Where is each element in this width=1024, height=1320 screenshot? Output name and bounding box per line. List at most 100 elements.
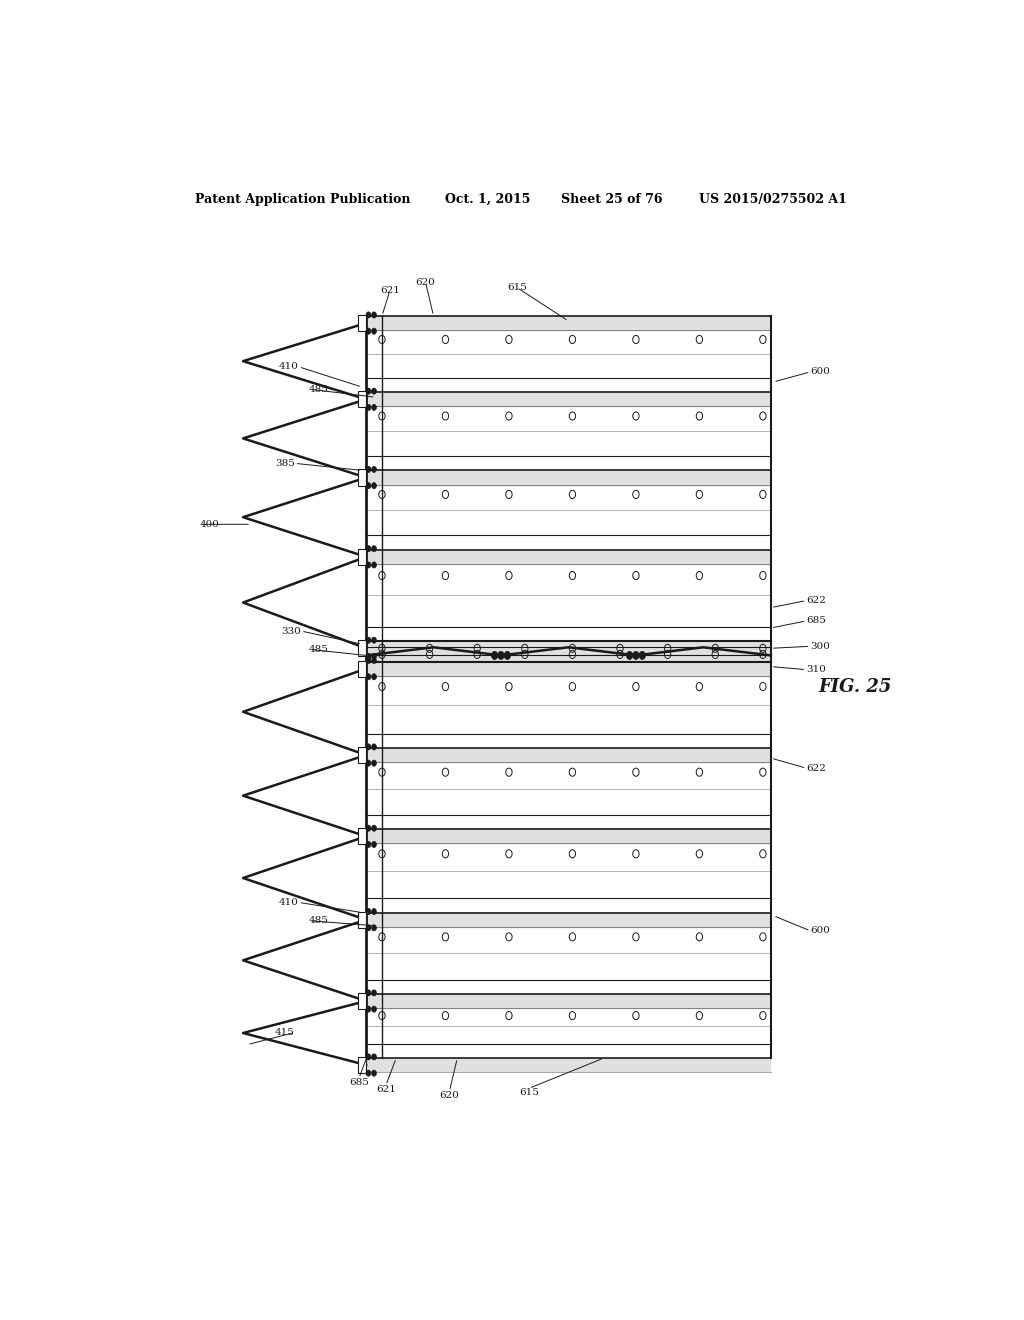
Text: 620: 620 [416,279,435,286]
FancyBboxPatch shape [367,994,771,1008]
FancyBboxPatch shape [367,642,771,656]
FancyBboxPatch shape [358,747,367,763]
FancyBboxPatch shape [358,315,367,331]
FancyBboxPatch shape [367,912,771,927]
Circle shape [367,404,371,411]
FancyBboxPatch shape [367,661,771,676]
FancyBboxPatch shape [367,829,771,843]
Circle shape [367,908,371,915]
Text: 615: 615 [507,282,526,292]
Circle shape [367,388,371,395]
Circle shape [367,657,371,664]
Circle shape [372,908,377,915]
Circle shape [372,466,377,473]
Text: Patent Application Publication: Patent Application Publication [196,193,411,206]
Circle shape [367,329,371,334]
Text: 410: 410 [279,362,299,371]
Circle shape [367,925,371,931]
Circle shape [372,1053,377,1060]
FancyBboxPatch shape [367,642,771,656]
Text: 621: 621 [380,286,399,296]
Text: 600: 600 [811,927,830,936]
FancyBboxPatch shape [358,660,367,677]
FancyBboxPatch shape [367,315,771,330]
Text: 620: 620 [439,1092,460,1101]
Text: 485: 485 [309,384,329,393]
Circle shape [372,1071,377,1076]
Circle shape [372,990,377,995]
FancyBboxPatch shape [358,391,367,408]
FancyBboxPatch shape [358,912,367,928]
Text: 622: 622 [807,597,826,605]
Circle shape [498,651,504,660]
Circle shape [627,651,633,660]
FancyBboxPatch shape [367,549,771,564]
Text: 600: 600 [811,367,830,376]
Circle shape [367,653,371,660]
Circle shape [367,760,371,766]
Circle shape [372,312,377,318]
Circle shape [367,1053,371,1060]
Text: Sheet 25 of 76: Sheet 25 of 76 [560,193,662,206]
Circle shape [367,990,371,995]
Circle shape [492,651,498,660]
Text: 615: 615 [519,1089,539,1097]
FancyBboxPatch shape [358,828,367,845]
Text: 485: 485 [309,916,329,925]
FancyBboxPatch shape [367,470,771,484]
Text: 300: 300 [811,642,830,651]
Text: 410: 410 [279,898,299,907]
Circle shape [372,483,377,488]
FancyBboxPatch shape [367,748,771,762]
Circle shape [367,1071,371,1076]
Text: 330: 330 [282,627,301,635]
Text: Oct. 1, 2015: Oct. 1, 2015 [445,193,530,206]
Text: 485: 485 [309,645,329,653]
Text: 621: 621 [376,1085,396,1094]
Text: 685: 685 [807,616,826,626]
FancyBboxPatch shape [367,392,771,407]
Circle shape [372,1006,377,1012]
FancyBboxPatch shape [358,1057,367,1073]
Circle shape [367,1006,371,1012]
Text: 622: 622 [807,764,826,772]
Text: 310: 310 [807,665,826,675]
Circle shape [372,329,377,334]
Circle shape [372,404,377,411]
Circle shape [372,653,377,660]
Circle shape [504,651,511,660]
Text: 385: 385 [274,459,295,467]
FancyBboxPatch shape [358,993,367,1008]
Text: US 2015/0275502 A1: US 2015/0275502 A1 [699,193,847,206]
FancyBboxPatch shape [367,1057,771,1072]
Circle shape [372,657,377,664]
Text: 400: 400 [200,520,219,529]
Circle shape [367,673,371,680]
Circle shape [367,825,371,832]
Circle shape [367,483,371,488]
FancyBboxPatch shape [358,640,367,656]
Circle shape [372,638,377,643]
Circle shape [639,651,645,660]
Circle shape [372,925,377,931]
Text: 415: 415 [274,1028,295,1038]
Circle shape [372,760,377,766]
Circle shape [367,744,371,750]
Circle shape [367,638,371,643]
Circle shape [372,744,377,750]
Circle shape [372,673,377,680]
Text: 685: 685 [349,1078,369,1088]
FancyBboxPatch shape [367,647,771,661]
Circle shape [367,562,371,568]
Text: FIG. 25: FIG. 25 [818,678,892,696]
Circle shape [372,841,377,847]
Circle shape [367,466,371,473]
FancyBboxPatch shape [358,549,367,565]
Circle shape [372,825,377,832]
FancyBboxPatch shape [358,470,367,486]
Circle shape [367,841,371,847]
Circle shape [367,312,371,318]
Circle shape [367,545,371,552]
Circle shape [372,545,377,552]
Circle shape [372,388,377,395]
